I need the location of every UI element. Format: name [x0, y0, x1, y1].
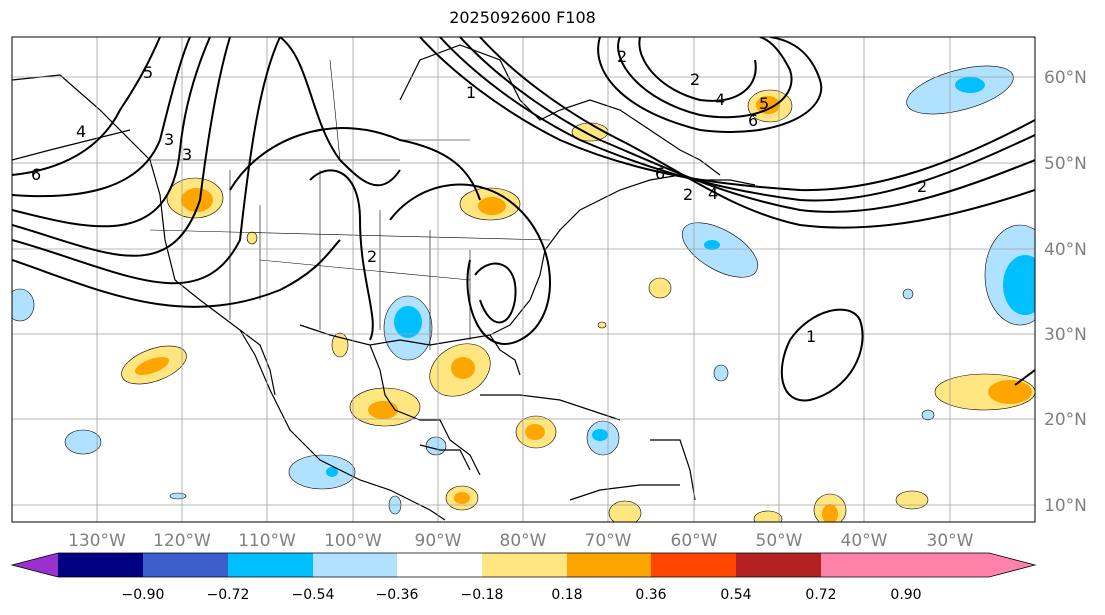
colorbar-segment — [821, 553, 906, 577]
colorbar-label: 0.90 — [890, 587, 921, 603]
anomaly-shading — [12, 65, 1035, 522]
colorbar-label: −0.72 — [207, 587, 250, 603]
contour-label: 3 — [182, 145, 192, 164]
latitude-labels: 60°N 50°N 40°N 30°N 20°N 10°N — [1044, 68, 1087, 516]
longitude-labels: 130°W 120°W 110°W 100°W 90°W 80°W 70°W 6… — [68, 531, 974, 551]
lat-label: 30°N — [1044, 325, 1087, 345]
colorbar-segment — [397, 553, 482, 577]
contour-label: 4 — [76, 122, 86, 141]
contour-label: 2 — [683, 185, 693, 204]
colorbar-segment — [482, 553, 567, 577]
colorbar-label: −0.54 — [292, 587, 335, 603]
contour-label: 1 — [806, 327, 816, 346]
colorbar-extend-min — [12, 553, 58, 577]
lon-label: 60°W — [671, 531, 718, 551]
colorbar-segment — [228, 553, 313, 577]
contour-label: 1 — [466, 83, 476, 102]
lon-label: 80°W — [500, 531, 547, 551]
lon-label: 100°W — [324, 531, 382, 551]
colorbar-segment — [651, 553, 736, 577]
colorbar-outline — [10, 552, 1037, 578]
contour-label: 5 — [143, 63, 153, 82]
colorbar-extend-max — [906, 553, 1035, 577]
lon-label: 70°W — [585, 531, 632, 551]
lat-label: 60°N — [1044, 68, 1087, 88]
colorbar-segment — [143, 553, 228, 577]
contour-label: 3 — [164, 130, 174, 149]
contour-label: 4 — [708, 184, 718, 203]
contour-label: 2 — [917, 177, 927, 196]
lat-label: 50°N — [1044, 154, 1087, 174]
lat-label: 40°N — [1044, 240, 1087, 260]
colorbar-label: 0.54 — [720, 587, 751, 603]
colorbar-segment — [313, 553, 397, 577]
contour-label: 2 — [617, 47, 627, 66]
colorbar-label: −0.18 — [461, 587, 504, 603]
coastlines — [12, 44, 756, 521]
contour-label: 2 — [690, 70, 700, 89]
lon-label: 40°W — [841, 531, 888, 551]
lon-label: 50°W — [756, 531, 803, 551]
contour-label: 6 — [31, 165, 41, 184]
colorbar-segment — [58, 553, 143, 577]
colorbar-label: −0.36 — [376, 587, 419, 603]
contour-label: 4 — [715, 90, 725, 109]
lon-label: 120°W — [153, 531, 211, 551]
colorbar-label: 0.18 — [551, 587, 582, 603]
contour-label: 5 — [759, 94, 769, 113]
lon-label: 90°W — [415, 531, 462, 551]
lat-label: 20°N — [1044, 410, 1087, 430]
colorbar-segment — [567, 553, 651, 577]
colorbar: −0.90 −0.72 −0.54 −0.36 −0.18 0.18 0.36 … — [10, 552, 1037, 603]
colorbar-label: 0.72 — [805, 587, 836, 603]
colorbar-segment — [736, 553, 821, 577]
lon-label: 30°W — [927, 531, 974, 551]
lat-label: 10°N — [1044, 496, 1087, 516]
map-title: 2025092600 F108 — [449, 8, 596, 27]
colorbar-label: −0.90 — [122, 587, 165, 603]
lon-label: 130°W — [68, 531, 126, 551]
contour-lines — [12, 37, 1035, 402]
colorbar-label: 0.36 — [635, 587, 666, 603]
contour-label: 2 — [367, 247, 377, 266]
map-area — [12, 37, 1035, 522]
map-frame — [11, 36, 1036, 523]
gridlines — [12, 37, 1035, 522]
lon-label: 110°W — [238, 531, 296, 551]
contour-label: 6 — [748, 111, 758, 130]
contour-labels: 6 5 4 3 3 2 1 2 4 5 6 6 2 4 2 1 2 — [31, 47, 927, 346]
contour-label: 6 — [655, 164, 665, 183]
